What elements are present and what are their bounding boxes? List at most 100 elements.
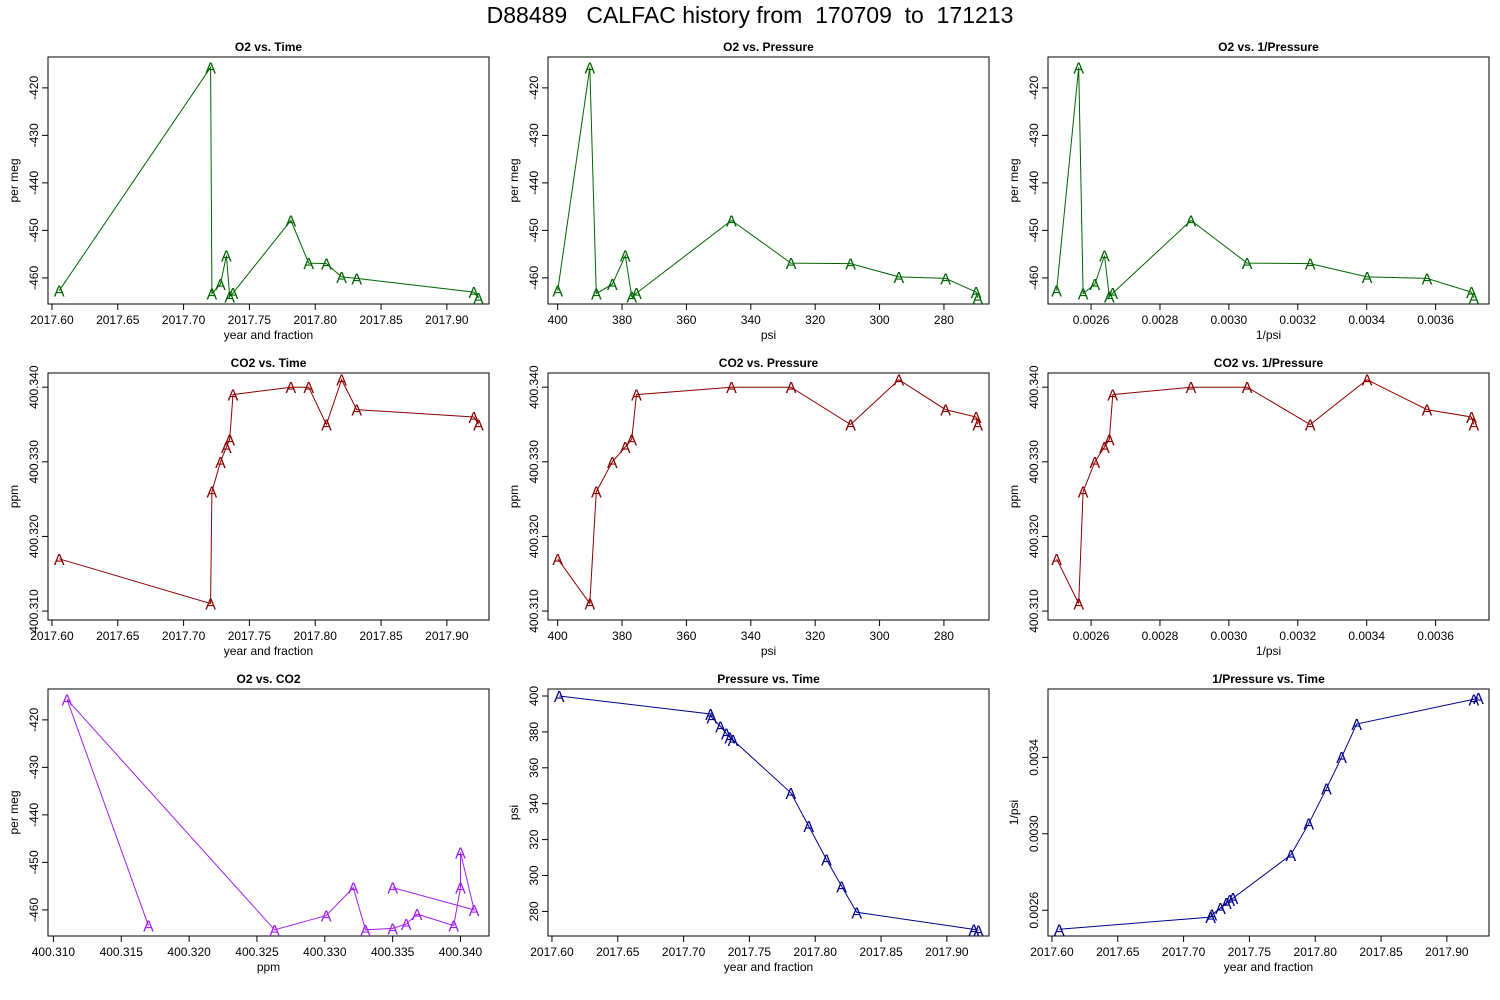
data-point-marker: A <box>1305 417 1316 434</box>
chart-panel-7: O2 vs. CO2 400.310 400.315 400.320 400.325 40… <box>7 672 490 974</box>
x-tick-label: 380 <box>612 313 632 327</box>
chart-title: 1/Pressure vs. Time <box>1212 672 1325 686</box>
data-point-marker: A <box>303 256 314 273</box>
data-point-marker: A <box>1473 691 1484 708</box>
data-point-marker: A <box>1207 908 1218 925</box>
x-tick-label: 2017.70 <box>1162 945 1206 959</box>
plot-frame <box>47 372 490 621</box>
y-axis-label: per meg <box>1007 158 1021 202</box>
series-line <box>1056 379 1475 604</box>
data-point-marker: A <box>1221 896 1232 913</box>
y-tick-label: 280 <box>527 901 541 921</box>
data-point-marker: A <box>971 285 982 302</box>
x-axis-label: year and fraction <box>224 328 313 342</box>
x-tick-label: 0.0026 <box>1073 629 1110 643</box>
data-point-marker: A <box>455 845 466 862</box>
y-tick-label: -420 <box>1027 76 1041 100</box>
data-point-marker: A <box>1078 485 1089 502</box>
data-point-marker: A <box>1351 717 1362 734</box>
data-point-marker: A <box>1104 289 1115 306</box>
data-point-marker: A <box>1073 60 1084 77</box>
x-tick-label: 0.0026 <box>1073 313 1110 327</box>
data-point-marker: A <box>205 60 216 77</box>
data-point-marker: A <box>851 905 862 922</box>
data-point-marker: A <box>1469 692 1480 709</box>
y-axis-label: ppm <box>7 485 21 508</box>
y-tick-label: -420 <box>27 76 41 100</box>
data-point-marker: A <box>321 909 332 926</box>
data-point-marker: A <box>1224 893 1235 910</box>
plot-frame <box>47 688 490 937</box>
data-point-marker: A <box>626 432 637 449</box>
figure-title: D88489 CALFAC history from 170709 to 171… <box>486 2 1014 28</box>
y-tick-label: -430 <box>27 123 41 147</box>
data-point-marker: A <box>473 291 484 308</box>
chart-title: CO2 vs. Pressure <box>719 356 819 370</box>
data-point-marker: A <box>228 286 239 303</box>
data-point-marker: A <box>221 440 232 457</box>
data-point-marker: A <box>1422 271 1433 288</box>
y-tick-label: -430 <box>1027 123 1041 147</box>
y-tick-label: 400.310 <box>527 589 541 633</box>
y-tick-label: -460 <box>27 898 41 922</box>
chart-panel-8: Pressure vs. Time 2017.60 2017.65 2017.70 20… <box>507 672 990 974</box>
x-tick-label: 300 <box>870 313 890 327</box>
data-point-marker: A <box>1215 901 1226 918</box>
data-point-marker: A <box>286 213 297 230</box>
x-tick-label: 360 <box>676 629 696 643</box>
data-point-marker: A <box>1303 817 1314 834</box>
data-point-marker: A <box>1078 287 1089 304</box>
series-line <box>1056 67 1475 298</box>
chart-title: O2 vs. CO2 <box>236 672 300 686</box>
data-point-marker: A <box>1422 403 1433 420</box>
y-tick-label: 400.340 <box>1027 365 1041 409</box>
data-point-marker: A <box>1362 373 1373 390</box>
data-point-marker: A <box>1051 284 1062 301</box>
data-point-marker: A <box>351 271 362 288</box>
y-tick-label: 380 <box>527 722 541 742</box>
x-axis-label: year and fraction <box>224 644 313 658</box>
data-point-marker: A <box>360 923 371 940</box>
y-tick-label: -450 <box>527 218 541 242</box>
x-tick-label: 2017.85 <box>1359 945 1403 959</box>
series-line <box>557 379 979 606</box>
data-point-marker: A <box>845 257 856 274</box>
x-tick-label: 280 <box>934 313 954 327</box>
x-tick-label: 400.315 <box>100 945 144 959</box>
data-point-marker: A <box>1469 417 1480 434</box>
plot-frame <box>1047 56 1490 305</box>
data-point-marker: A <box>620 440 631 457</box>
y-tick-label: 360 <box>527 757 541 777</box>
y-tick-label: -450 <box>27 850 41 874</box>
y-tick-label: -460 <box>527 266 541 290</box>
data-point-marker: A <box>971 410 982 427</box>
x-tick-label: 2017.80 <box>1294 945 1338 959</box>
data-point-marker: A <box>1242 256 1253 273</box>
data-point-marker: A <box>894 270 905 287</box>
data-point-marker: A <box>1104 432 1115 449</box>
data-point-marker: A <box>845 417 856 434</box>
x-tick-label: 2017.90 <box>925 945 969 959</box>
y-tick-label: -450 <box>27 218 41 242</box>
data-point-marker: A <box>348 881 359 898</box>
data-point-marker: A <box>351 403 362 420</box>
data-point-marker: A <box>552 284 563 301</box>
chart-panel-5: CO2 vs. Pressure 400 380 360 340 320 300 280 400… <box>507 356 990 658</box>
y-tick-label: 400.320 <box>1027 514 1041 558</box>
x-tick-label: 340 <box>741 313 761 327</box>
data-point-marker: A <box>1362 270 1373 287</box>
data-point-marker: A <box>552 552 563 569</box>
data-point-marker: A <box>715 720 726 737</box>
x-tick-label: 320 <box>805 629 825 643</box>
x-tick-label: 400.325 <box>235 945 279 959</box>
x-tick-label: 340 <box>741 629 761 643</box>
data-point-marker: A <box>228 388 239 405</box>
x-tick-label: 2017.90 <box>425 629 469 643</box>
y-tick-label: 400.310 <box>1027 589 1041 633</box>
data-point-marker: A <box>1186 380 1197 397</box>
data-point-marker: A <box>726 380 737 397</box>
chart-title: O2 vs. 1/Pressure <box>1218 40 1319 54</box>
plot-frame <box>547 372 990 621</box>
y-tick-label: 400 <box>527 686 541 706</box>
data-point-marker: A <box>1054 922 1065 939</box>
